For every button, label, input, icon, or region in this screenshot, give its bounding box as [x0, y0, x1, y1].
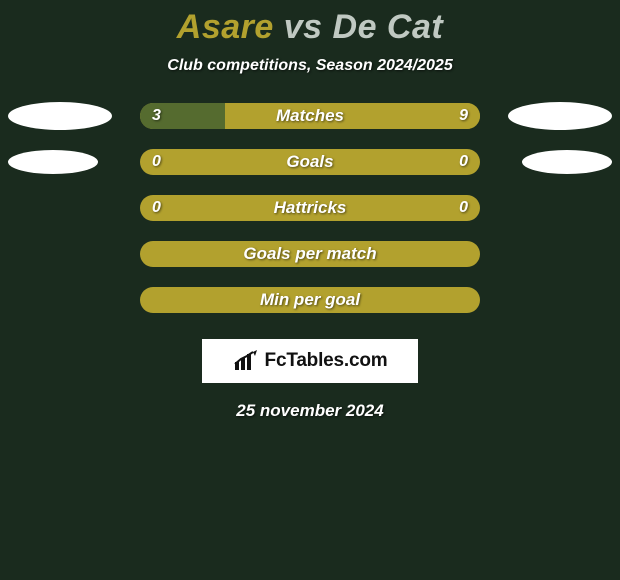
stat-bar: Min per goal — [140, 287, 480, 313]
stat-row: Min per goal — [0, 287, 620, 313]
bar-right-fill — [225, 103, 480, 129]
chart-icon — [233, 350, 259, 372]
date-line: 25 november 2024 — [0, 401, 620, 421]
stat-left-value: 0 — [152, 149, 161, 175]
stat-row: 0 0Goals — [0, 149, 620, 175]
stat-label: Goals per match — [140, 241, 480, 267]
stat-row: 0 0Hattricks — [0, 195, 620, 221]
page-title: Asare vs De Cat — [0, 8, 620, 47]
comparison-widget: Asare vs De Cat Club competitions, Seaso… — [0, 0, 620, 421]
fctables-logo[interactable]: FcTables.com — [202, 339, 418, 383]
player2-badge — [522, 150, 612, 174]
stat-left-value: 0 — [152, 195, 161, 221]
stat-label: Hattricks — [140, 195, 480, 221]
stat-bar: Goals per match — [140, 241, 480, 267]
stat-bar: 0 0Goals — [140, 149, 480, 175]
player2-badge — [508, 102, 612, 130]
bar-left-fill — [140, 103, 225, 129]
vs-separator: vs — [284, 8, 323, 46]
player1-badge — [8, 102, 112, 130]
stat-label: Min per goal — [140, 287, 480, 313]
stat-right-value: 0 — [459, 149, 468, 175]
logo-text: FcTables.com — [265, 350, 388, 372]
player1-name: Asare — [177, 8, 274, 46]
stat-bar: 0 0Hattricks — [140, 195, 480, 221]
stats-list: 39Matches00Goals00HattricksGoals per mat… — [0, 103, 620, 313]
player2-name: De Cat — [333, 8, 444, 46]
stat-row: Goals per match — [0, 241, 620, 267]
stat-row: 39Matches — [0, 103, 620, 129]
stat-right-value: 0 — [459, 195, 468, 221]
subtitle: Club competitions, Season 2024/2025 — [0, 57, 620, 75]
stat-bar: 39Matches — [140, 103, 480, 129]
stat-label: Goals — [140, 149, 480, 175]
player1-badge — [8, 150, 98, 174]
